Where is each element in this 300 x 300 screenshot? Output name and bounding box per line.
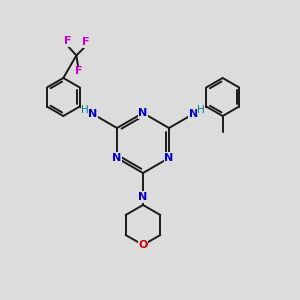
Text: F: F	[82, 38, 89, 47]
Text: H: H	[197, 105, 205, 115]
Text: H: H	[81, 105, 88, 115]
Text: N: N	[164, 153, 174, 163]
Text: F: F	[75, 67, 82, 76]
Text: N: N	[88, 109, 98, 119]
Text: N: N	[138, 192, 148, 202]
Text: N: N	[112, 153, 122, 163]
Text: O: O	[138, 240, 148, 250]
Text: N: N	[189, 109, 198, 119]
Text: N: N	[138, 108, 148, 118]
Text: F: F	[64, 37, 71, 46]
